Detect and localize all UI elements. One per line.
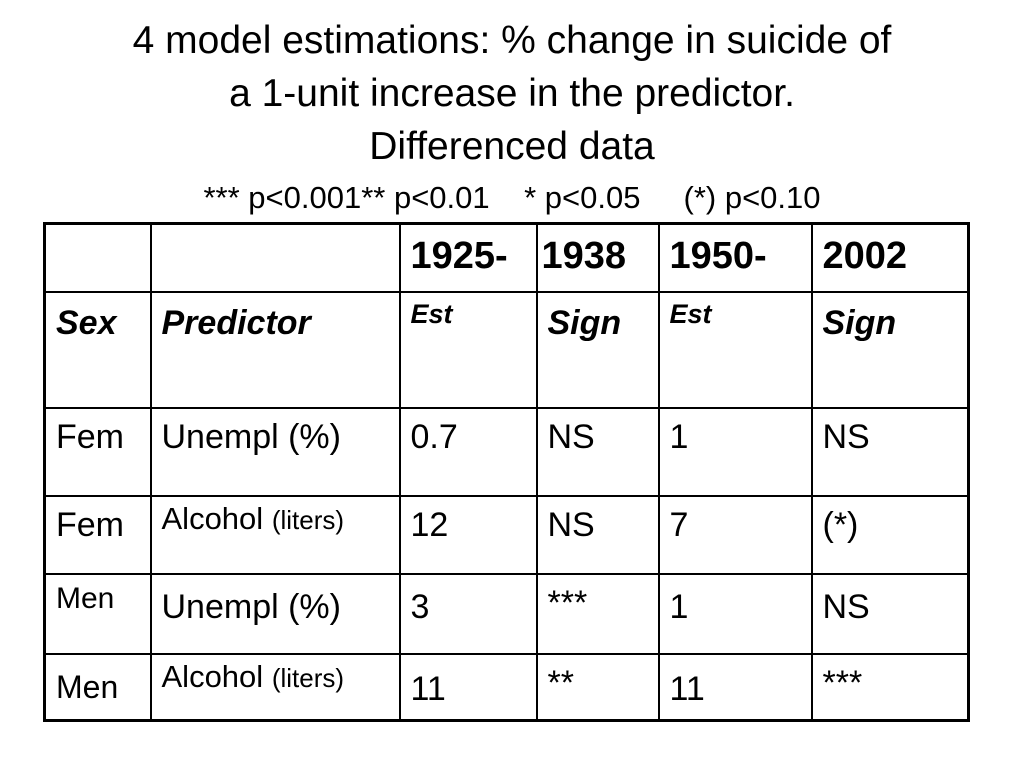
sign-cell: NS: [810, 573, 970, 655]
header-cell: [149, 222, 401, 293]
est-header-1: Est: [398, 291, 538, 409]
predictor-unit: (liters): [271, 663, 345, 693]
table-row: Fem Unempl (%) 0.7 NS 1 NS: [43, 407, 970, 497]
predictor-label: Unempl (%): [161, 588, 341, 626]
predictor-cell: Alcohol (liters): [149, 495, 401, 575]
sign-cell: NS: [810, 407, 970, 497]
predictor-cell: Unempl (%): [149, 407, 401, 497]
column-header-row: Sex Predictor Est Sign Est Sign: [43, 291, 970, 409]
predictor-cell: Unempl (%): [149, 573, 401, 655]
sign-cell: **: [535, 653, 660, 722]
est-cell: 1: [657, 407, 813, 497]
slide-title: 4 model estimations: % change in suicide…: [0, 14, 1024, 173]
results-table: 1925- 1938 1950- 2002 Sex Predictor Est …: [43, 222, 970, 722]
est-cell: 3: [398, 573, 538, 655]
period-2-start: 1950-: [657, 222, 813, 293]
sex-cell: Men: [43, 653, 152, 722]
sign-cell: NS: [535, 407, 660, 497]
sign-cell: ***: [810, 653, 970, 722]
sex-cell: Men: [43, 573, 152, 655]
sign-cell: (*): [810, 495, 970, 575]
est-header-2: Est: [657, 291, 813, 409]
sign-cell: NS: [535, 495, 660, 575]
period-1-start: 1925-: [398, 222, 538, 293]
est-cell: 1: [657, 573, 813, 655]
header-cell: [43, 222, 152, 293]
table-row: Men Unempl (%) 3 *** 1 NS: [43, 573, 970, 655]
sign-header-1: Sign: [535, 291, 660, 409]
significance-note: *** p<0.001** p<0.01 * p<0.05 (*) p<0.10: [203, 180, 821, 215]
predictor-cell: Alcohol (liters): [149, 653, 401, 722]
predictor-label: Alcohol: [161, 501, 264, 536]
sign-header-2: Sign: [810, 291, 970, 409]
table-row: Fem Alcohol (liters) 12 NS 7 (*): [43, 495, 970, 575]
est-cell: 11: [398, 653, 538, 722]
sex-cell: Fem: [43, 407, 152, 497]
period-1-end: 1938: [535, 222, 660, 293]
sign-cell: ***: [535, 573, 660, 655]
title-line-3: Differenced data: [369, 125, 655, 168]
est-cell: 7: [657, 495, 813, 575]
est-cell: 11: [657, 653, 813, 722]
table-row: Men Alcohol (liters) 11 ** 11 ***: [43, 653, 970, 722]
predictor-unit: (liters): [271, 505, 345, 535]
sex-cell: Fem: [43, 495, 152, 575]
period-header-row: 1925- 1938 1950- 2002: [43, 222, 970, 293]
predictor-label: Unempl (%): [161, 418, 341, 456]
est-cell: 0.7: [398, 407, 538, 497]
predictor-label: Alcohol: [161, 659, 264, 694]
title-line-2: a 1-unit increase in the predictor.: [229, 72, 795, 115]
period-2-end: 2002: [810, 222, 970, 293]
predictor-header: Predictor: [149, 291, 401, 409]
est-cell: 12: [398, 495, 538, 575]
sex-header: Sex: [43, 291, 152, 409]
title-line-1: 4 model estimations: % change in suicide…: [132, 19, 892, 62]
